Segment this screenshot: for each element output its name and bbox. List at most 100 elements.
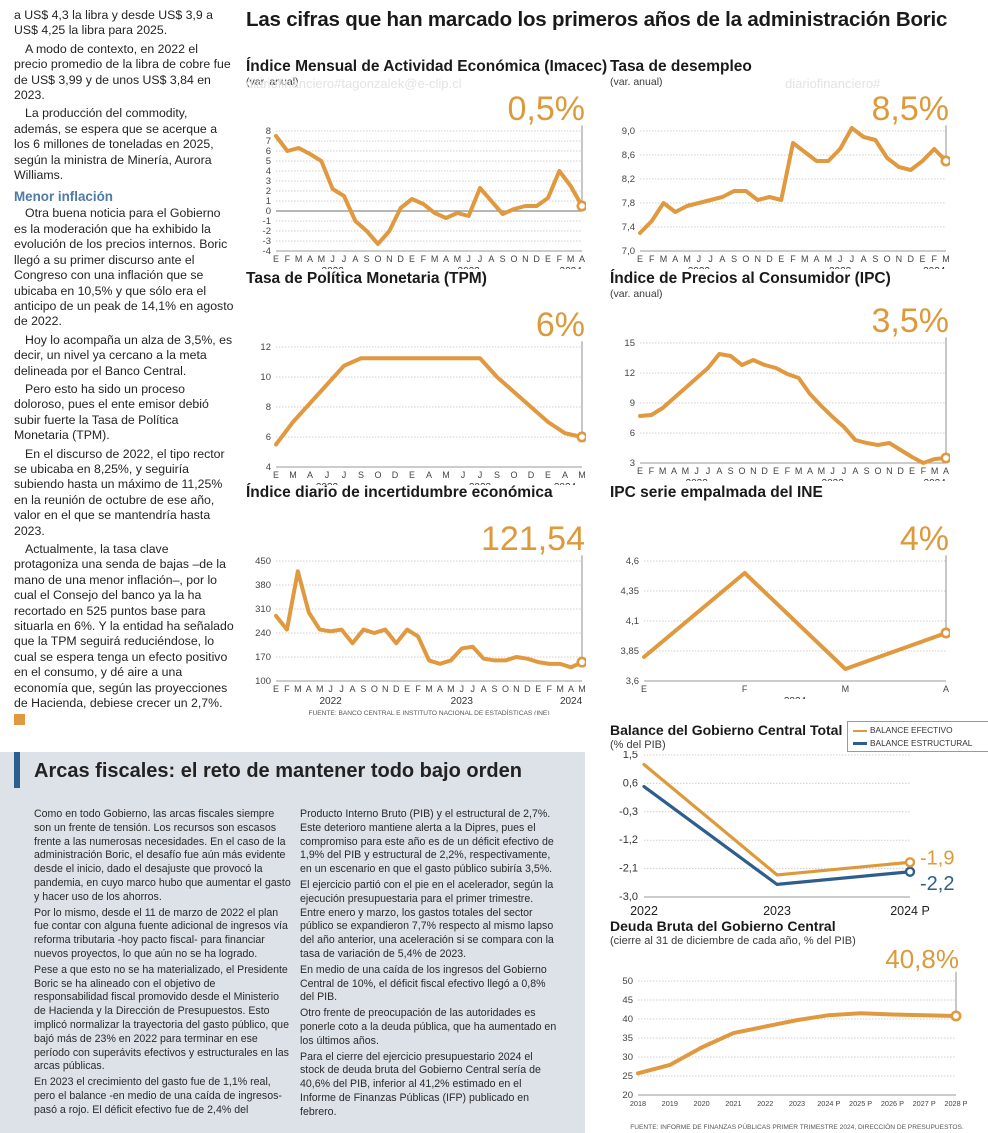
svg-text:2022: 2022 bbox=[630, 904, 658, 918]
svg-text:O: O bbox=[874, 466, 881, 476]
svg-text:M: M bbox=[425, 684, 433, 694]
svg-text:FUENTE: INFORME DE FINANZAS PÚ: FUENTE: INFORME DE FINANZAS PÚBLICAS PRI… bbox=[630, 1122, 964, 1131]
svg-text:2024: 2024 bbox=[560, 696, 583, 707]
svg-text:380: 380 bbox=[255, 580, 271, 591]
svg-text:30: 30 bbox=[622, 1052, 633, 1063]
svg-text:M: M bbox=[660, 254, 668, 264]
svg-text:O: O bbox=[510, 254, 517, 264]
svg-text:121,54: 121,54 bbox=[481, 521, 585, 558]
svg-text:F: F bbox=[415, 684, 421, 694]
svg-text:M: M bbox=[567, 254, 575, 264]
svg-text:35: 35 bbox=[622, 1033, 633, 1044]
svg-text:A: A bbox=[307, 470, 313, 480]
svg-text:F: F bbox=[649, 254, 655, 264]
svg-text:E: E bbox=[545, 254, 551, 264]
svg-text:M: M bbox=[431, 254, 439, 264]
svg-text:M: M bbox=[556, 684, 564, 694]
svg-text:M: M bbox=[578, 470, 586, 480]
svg-text:A: A bbox=[352, 254, 358, 264]
svg-text:E: E bbox=[909, 466, 915, 476]
svg-text:-2,1: -2,1 bbox=[619, 863, 638, 875]
svg-text:-3,0: -3,0 bbox=[619, 891, 638, 903]
svg-text:M: M bbox=[795, 466, 803, 476]
svg-text:E: E bbox=[404, 684, 410, 694]
svg-text:7,8: 7,8 bbox=[622, 198, 635, 209]
svg-text:S: S bbox=[872, 254, 878, 264]
svg-text:O: O bbox=[742, 254, 749, 264]
svg-text:A: A bbox=[437, 684, 443, 694]
svg-text:S: S bbox=[360, 684, 366, 694]
svg-text:J: J bbox=[470, 684, 475, 694]
svg-text:FUENTE: BANCO CENTRAL E INSTIT: FUENTE: BANCO CENTRAL E INSTITUTO NACION… bbox=[308, 708, 549, 715]
svg-text:-2,2: -2,2 bbox=[920, 873, 954, 895]
svg-text:J: J bbox=[842, 466, 847, 476]
svg-text:E: E bbox=[773, 466, 779, 476]
svg-text:40,8%: 40,8% bbox=[885, 947, 959, 974]
svg-text:A: A bbox=[306, 684, 312, 694]
svg-text:J: J bbox=[850, 254, 855, 264]
svg-text:F: F bbox=[785, 466, 791, 476]
svg-text:4,1: 4,1 bbox=[626, 616, 639, 627]
svg-text:7,0: 7,0 bbox=[622, 246, 635, 257]
svg-text:F: F bbox=[546, 684, 552, 694]
svg-text:2027 P: 2027 P bbox=[913, 1099, 936, 1108]
svg-text:F: F bbox=[931, 254, 937, 264]
svg-text:2019: 2019 bbox=[662, 1099, 678, 1108]
svg-text:8,6: 8,6 bbox=[622, 150, 635, 161]
svg-text:O: O bbox=[884, 254, 891, 264]
svg-text:2026 P: 2026 P bbox=[881, 1099, 904, 1108]
svg-text:N: N bbox=[896, 254, 903, 264]
svg-text:J: J bbox=[694, 466, 699, 476]
svg-text:O: O bbox=[374, 254, 381, 264]
svg-text:O: O bbox=[510, 470, 517, 480]
svg-text:F: F bbox=[742, 684, 748, 694]
svg-text:D: D bbox=[533, 254, 540, 264]
svg-text:4: 4 bbox=[266, 462, 271, 473]
svg-text:A: A bbox=[671, 466, 677, 476]
svg-text:E: E bbox=[273, 254, 279, 264]
svg-text:2028 P: 2028 P bbox=[944, 1099, 967, 1108]
svg-text:A: A bbox=[814, 254, 820, 264]
svg-text:40: 40 bbox=[622, 1014, 633, 1025]
svg-text:E: E bbox=[409, 254, 415, 264]
svg-text:2024: 2024 bbox=[923, 266, 946, 269]
svg-text:J: J bbox=[697, 254, 702, 264]
svg-text:2024 P: 2024 P bbox=[890, 904, 930, 918]
svg-text:M: M bbox=[316, 684, 324, 694]
svg-text:A: A bbox=[443, 254, 449, 264]
svg-text:D: D bbox=[766, 254, 773, 264]
svg-text:D: D bbox=[528, 470, 535, 480]
svg-text:D: D bbox=[761, 466, 768, 476]
svg-text:2022: 2022 bbox=[320, 696, 343, 707]
svg-text:M: M bbox=[801, 254, 809, 264]
svg-text:N: N bbox=[754, 254, 761, 264]
svg-text:A: A bbox=[307, 254, 313, 264]
svg-text:2024: 2024 bbox=[784, 696, 807, 699]
svg-text:A: A bbox=[349, 684, 355, 694]
svg-text:S: S bbox=[364, 254, 370, 264]
svg-text:12: 12 bbox=[624, 368, 635, 379]
svg-text:3,6: 3,6 bbox=[626, 676, 639, 687]
svg-text:A: A bbox=[861, 254, 867, 264]
svg-text:O: O bbox=[374, 470, 381, 480]
svg-text:D: D bbox=[897, 466, 904, 476]
svg-text:50: 50 bbox=[622, 976, 633, 987]
svg-text:M: M bbox=[942, 254, 950, 264]
svg-text:9,0: 9,0 bbox=[622, 126, 635, 137]
svg-text:0,5%: 0,5% bbox=[508, 91, 586, 128]
svg-text:2023: 2023 bbox=[829, 266, 852, 269]
svg-text:170: 170 bbox=[255, 652, 271, 663]
svg-text:F: F bbox=[921, 466, 927, 476]
svg-text:A: A bbox=[481, 684, 487, 694]
svg-text:D: D bbox=[397, 254, 404, 264]
svg-text:2020: 2020 bbox=[693, 1099, 709, 1108]
svg-text:M: M bbox=[659, 466, 667, 476]
svg-text:6%: 6% bbox=[536, 307, 585, 344]
svg-text:S: S bbox=[492, 684, 498, 694]
svg-text:A: A bbox=[943, 684, 949, 694]
svg-text:A: A bbox=[719, 254, 725, 264]
svg-text:S: S bbox=[728, 466, 734, 476]
svg-text:310: 310 bbox=[255, 604, 271, 615]
svg-text:N: N bbox=[382, 684, 389, 694]
svg-text:E: E bbox=[637, 466, 643, 476]
